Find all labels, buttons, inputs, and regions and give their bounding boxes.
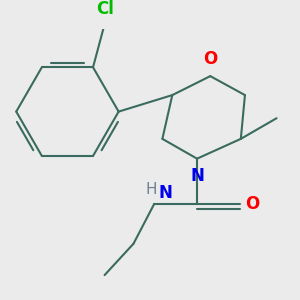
Text: N: N [158, 184, 172, 202]
Text: O: O [203, 50, 218, 68]
Text: O: O [245, 195, 259, 213]
Text: H: H [145, 182, 157, 197]
Text: N: N [190, 167, 204, 185]
Text: Cl: Cl [96, 0, 114, 18]
